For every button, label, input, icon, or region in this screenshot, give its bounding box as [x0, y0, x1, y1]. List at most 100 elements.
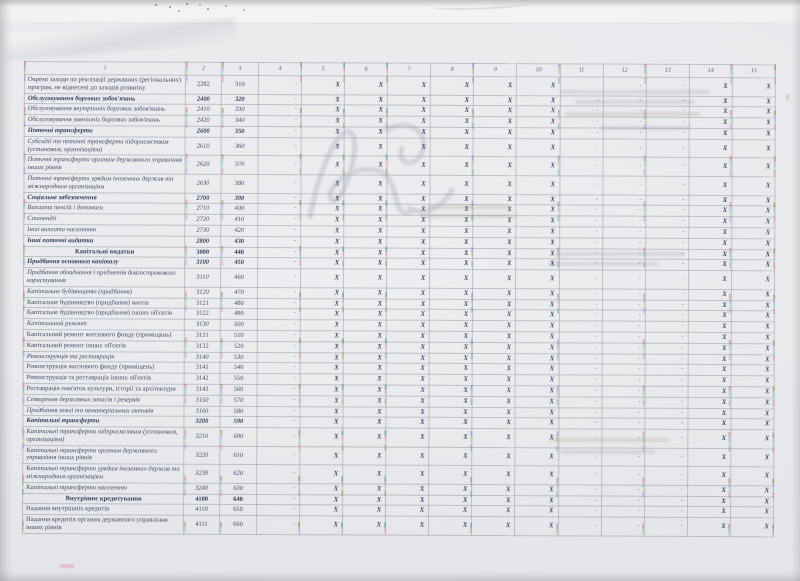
x-mark-cell: X: [515, 428, 559, 448]
dash-mark-cell: -: [559, 127, 603, 139]
x-mark-cell: X: [687, 397, 731, 409]
dash-mark-cell: -: [557, 517, 602, 536]
scanner-top-shadow: [0, 0, 800, 7]
x-mark-cell: X: [386, 406, 430, 418]
x-mark-cell: X: [515, 447, 559, 467]
x-mark-cell: X: [430, 76, 474, 96]
dash-mark-cell: -: [257, 268, 301, 288]
x-mark-cell: X: [688, 248, 732, 260]
x-mark-cell: X: [387, 94, 431, 106]
row-label: Капітальний ремонт: [23, 318, 185, 331]
kekv-code: 3150: [183, 394, 221, 406]
x-mark-cell: X: [342, 483, 386, 495]
x-mark-cell: X: [430, 237, 474, 249]
dash-mark-cell: -: [257, 236, 301, 248]
dash-mark-cell: -: [257, 225, 301, 237]
x-mark-cell: X: [515, 320, 559, 332]
x-mark-cell: X: [387, 76, 431, 95]
x-mark-cell: X: [472, 298, 516, 310]
x-mark-cell: X: [732, 117, 776, 129]
x-mark-cell: X: [429, 298, 473, 310]
x-mark-cell: X: [732, 77, 776, 97]
kekv-code: 3230: [183, 464, 220, 484]
x-mark-cell: X: [386, 352, 430, 364]
economy-code: 370: [221, 155, 259, 175]
x-mark-cell: X: [387, 105, 431, 117]
x-mark-cell: X: [429, 258, 474, 270]
x-mark-cell: X: [472, 342, 516, 354]
row-label: Поточні трансферти урядам іноземних держ…: [23, 173, 186, 193]
x-mark-cell: X: [299, 446, 343, 466]
dash-mark-cell: -: [602, 270, 646, 289]
x-mark-cell: X: [343, 320, 387, 332]
x-mark-cell: X: [688, 227, 732, 239]
row-label: Капітальний ремонт житлового фонду (прим…: [23, 329, 185, 341]
x-mark-cell: X: [387, 116, 431, 128]
x-mark-cell: X: [472, 465, 516, 485]
dash-mark-cell: -: [645, 288, 689, 300]
dash-mark-cell: -: [256, 515, 300, 535]
x-mark-cell: X: [386, 258, 430, 270]
dash-mark-cell: -: [601, 517, 645, 537]
x-mark-cell: X: [687, 517, 731, 537]
x-mark-cell: X: [429, 320, 473, 332]
dash-mark-cell: -: [601, 396, 645, 408]
dash-mark-cell: -: [601, 418, 645, 430]
dash-mark-cell: -: [258, 75, 302, 95]
row-label: Капітальні трансферти підприємствам (уст…: [22, 426, 184, 446]
x-mark-cell: X: [473, 204, 517, 216]
row-label: Капітальне будівництво (придбання) інших…: [23, 307, 185, 320]
dash-mark-cell: -: [645, 216, 689, 228]
economy-code: 530: [220, 351, 258, 363]
column-header: 14: [689, 64, 733, 78]
x-mark-cell: X: [300, 363, 344, 375]
x-mark-cell: X: [301, 137, 345, 157]
dash-mark-cell: -: [644, 495, 688, 507]
dash-mark-cell: -: [558, 353, 602, 365]
column-header: 10: [516, 63, 561, 77]
x-mark-cell: X: [731, 289, 775, 301]
dash-mark-cell: -: [256, 446, 300, 465]
x-mark-cell: X: [515, 484, 559, 496]
economy-code: 510: [220, 330, 258, 342]
x-mark-cell: X: [300, 247, 344, 259]
dash-mark-cell: -: [558, 396, 602, 408]
dash-mark-cell: -: [559, 248, 603, 260]
dash-mark-cell: -: [558, 331, 602, 343]
scanner-bottom-shadow: [0, 571, 800, 581]
dash-mark-cell: -: [602, 237, 646, 249]
kekv-code: 2400: [185, 93, 222, 105]
x-mark-cell: X: [687, 364, 732, 376]
x-mark-cell: X: [688, 128, 733, 140]
row-label: Виплата пенсій і допомоги: [23, 202, 185, 215]
dash-mark-cell: -: [644, 429, 688, 449]
row-label: Придбання землі та нематеріальних активі…: [22, 404, 184, 417]
x-mark-cell: X: [344, 105, 388, 117]
dash-mark-cell: -: [257, 341, 301, 353]
x-mark-cell: X: [688, 259, 732, 271]
x-mark-cell: X: [430, 116, 474, 128]
economy-code: 500: [220, 319, 258, 331]
kekv-code: 3100: [184, 257, 221, 269]
x-mark-cell: X: [300, 352, 344, 364]
kekv-code: 2720: [184, 214, 221, 226]
kekv-code: 2620: [185, 155, 222, 175]
row-label: Капітальні видатки: [23, 246, 185, 258]
scanner-right-shadow: [791, 0, 800, 581]
x-mark-cell: X: [428, 516, 472, 536]
economy-code: 590: [219, 416, 257, 428]
dash-mark-cell: -: [644, 506, 688, 518]
dash-mark-cell: -: [602, 299, 646, 311]
row-label: Капітальне будівництво (придбання): [23, 286, 185, 298]
kekv-code: 2420: [185, 115, 222, 127]
x-mark-cell: X: [731, 205, 775, 217]
x-mark-cell: X: [344, 116, 388, 128]
economy-code: 650: [219, 504, 257, 516]
x-mark-cell: X: [689, 77, 733, 97]
x-mark-cell: X: [473, 95, 517, 107]
dash-mark-cell: -: [559, 205, 603, 217]
x-mark-cell: X: [301, 75, 345, 95]
x-mark-cell: X: [386, 287, 430, 299]
row-label: Капітальні трансферти урядам іноземних д…: [22, 463, 184, 484]
x-mark-cell: X: [514, 506, 559, 518]
